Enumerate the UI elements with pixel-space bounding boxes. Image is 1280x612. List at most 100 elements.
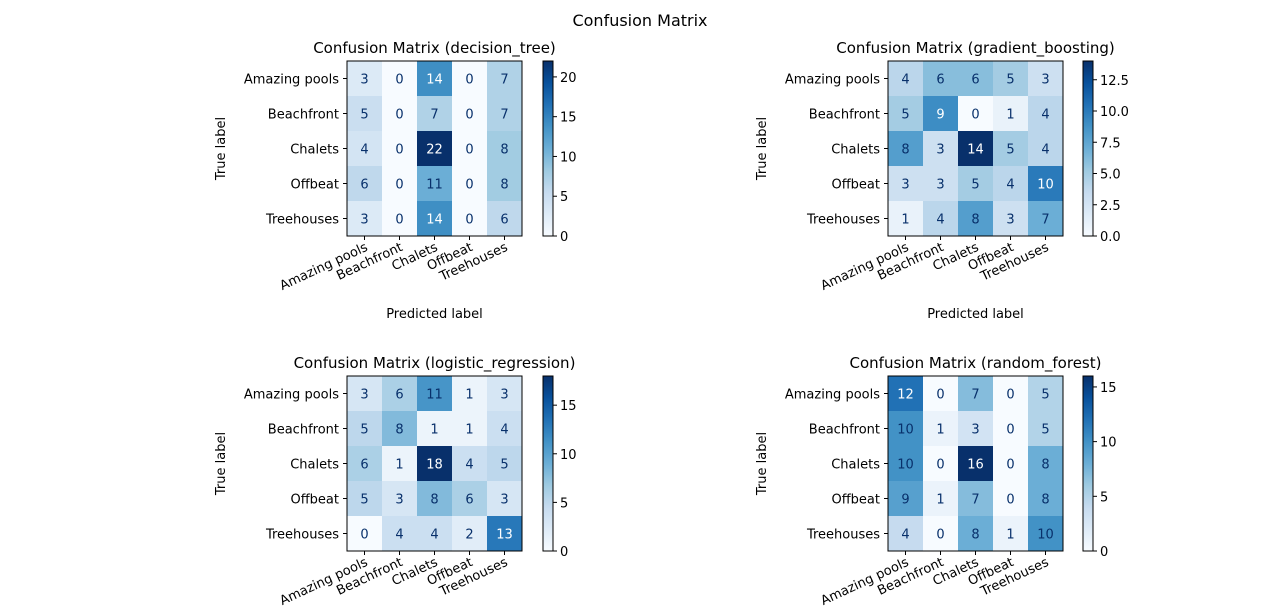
- y-axis-label: True label: [755, 432, 770, 496]
- cell-value-label: 4: [1041, 143, 1049, 158]
- heatmap-cell: [888, 96, 923, 131]
- heatmap-cell: [888, 131, 923, 166]
- heatmap-cell: [923, 446, 958, 481]
- heatmap-cell: [347, 376, 382, 411]
- y-tick-label: Offbeat: [831, 493, 880, 508]
- cell-value-label: 3: [1041, 73, 1049, 88]
- heatmap-cell: [487, 201, 522, 236]
- cell-value-label: 2: [465, 528, 473, 543]
- heatmap-cell: [888, 481, 923, 516]
- cell-value-label: 14: [967, 143, 984, 158]
- cell-value-label: 6: [971, 73, 979, 88]
- heatmap-cell: [452, 96, 487, 131]
- colorbar: [1082, 60, 1094, 237]
- cell-value-label: 4: [465, 458, 473, 473]
- y-tick-label: Beachfront: [268, 423, 339, 438]
- heatmap-cell: [417, 166, 452, 201]
- cell-value-label: 5: [1006, 143, 1014, 158]
- cell-value-label: 7: [1041, 213, 1049, 228]
- colorbar-tick-label: 0.0: [1100, 230, 1121, 245]
- cell-value-label: 1: [1006, 528, 1014, 543]
- cell-value-label: 7: [971, 493, 979, 508]
- cell-value-label: 3: [1006, 213, 1014, 228]
- cell-value-label: 0: [1006, 493, 1014, 508]
- x-axis-label: Predicted label: [927, 307, 1024, 322]
- cell-value-label: 6: [936, 73, 944, 88]
- heatmap-cell: [417, 516, 452, 551]
- cell-value-label: 8: [500, 178, 508, 193]
- cell-value-label: 10: [1037, 528, 1054, 543]
- heatmap-cell: [417, 446, 452, 481]
- heatmap-cell: [347, 166, 382, 201]
- colorbar-tick-label: 0: [560, 230, 568, 245]
- heatmap-cell: [1028, 131, 1063, 166]
- heatmap-cell: [1028, 481, 1063, 516]
- heatmap-cell: [993, 166, 1028, 201]
- heatmap-cell: [888, 201, 923, 236]
- heatmap-cell: [487, 166, 522, 201]
- heatmap-cell: [417, 481, 452, 516]
- heatmap-cell: [993, 376, 1028, 411]
- heatmap-cell: [382, 96, 417, 131]
- heatmap-cell: [1028, 61, 1063, 96]
- cell-value-label: 3: [936, 143, 944, 158]
- cell-value-label: 4: [500, 423, 508, 438]
- heatmap-cell: [1028, 376, 1063, 411]
- cell-value-label: 1: [901, 213, 909, 228]
- y-tick-label: Offbeat: [831, 178, 880, 193]
- heatmap-cell: [993, 96, 1028, 131]
- cell-value-label: 4: [360, 143, 368, 158]
- heatmap-cell: [923, 481, 958, 516]
- x-axis-label: Predicted label: [386, 307, 483, 322]
- heatmap-cell: [923, 516, 958, 551]
- cell-value-label: 0: [395, 108, 403, 123]
- heatmap-cell: [888, 411, 923, 446]
- heatmap-cell: [923, 131, 958, 166]
- y-axis-label: True label: [214, 117, 229, 181]
- heatmap-cell: [993, 516, 1028, 551]
- y-tick-label: Beachfront: [268, 108, 339, 123]
- heatmap-cell: [993, 201, 1028, 236]
- heatmap-panel-3: Confusion Matrix (logistic_regression) 3 6…: [214, 354, 577, 609]
- heatmap-cell: [487, 61, 522, 96]
- figure-suptitle: Confusion Matrix: [572, 11, 707, 30]
- heatmap-cell: [923, 411, 958, 446]
- heatmap-cell: [993, 131, 1028, 166]
- heatmap-cell: [347, 61, 382, 96]
- colorbar-tick-label: 0: [1100, 545, 1108, 560]
- cell-value-label: 1: [465, 388, 473, 403]
- heatmap-cell: [958, 166, 993, 201]
- cell-value-label: 4: [901, 73, 909, 88]
- heatmap-cell: [382, 446, 417, 481]
- y-tick-label: Amazing pools: [244, 388, 339, 403]
- colorbar-tick-label: 12.5: [1100, 74, 1129, 89]
- heatmap-cell: [487, 516, 522, 551]
- y-axis-label: True label: [214, 432, 229, 496]
- colorbar: [542, 375, 554, 552]
- colorbar-tick-label: 15: [560, 399, 577, 414]
- cell-value-label: 5: [500, 458, 508, 473]
- heatmap-cell: [452, 61, 487, 96]
- cell-value-label: 3: [395, 493, 403, 508]
- colorbar-tick-label: 5: [560, 190, 568, 205]
- panel-title: Confusion Matrix (logistic_regression): [294, 354, 576, 373]
- y-tick-label: Treehouses: [806, 528, 880, 543]
- y-tick-label: Treehouses: [806, 213, 880, 228]
- cell-value-label: 11: [426, 388, 443, 403]
- heatmap-cell: [993, 446, 1028, 481]
- cell-value-label: 5: [360, 423, 368, 438]
- cell-value-label: 0: [465, 178, 473, 193]
- heatmap-cell: [888, 516, 923, 551]
- cell-value-label: 11: [426, 178, 443, 193]
- heatmap-cell: [487, 96, 522, 131]
- heatmap-cell: [382, 376, 417, 411]
- heatmap-cell: [347, 481, 382, 516]
- cell-value-label: 5: [1041, 423, 1049, 438]
- cell-value-label: 1: [430, 423, 438, 438]
- heatmap-cell: [382, 481, 417, 516]
- y-tick-label: Beachfront: [809, 423, 880, 438]
- y-tick-label: Amazing pools: [785, 73, 880, 88]
- cell-value-label: 1: [395, 458, 403, 473]
- cell-value-label: 8: [1041, 493, 1049, 508]
- heatmap-cell: [382, 516, 417, 551]
